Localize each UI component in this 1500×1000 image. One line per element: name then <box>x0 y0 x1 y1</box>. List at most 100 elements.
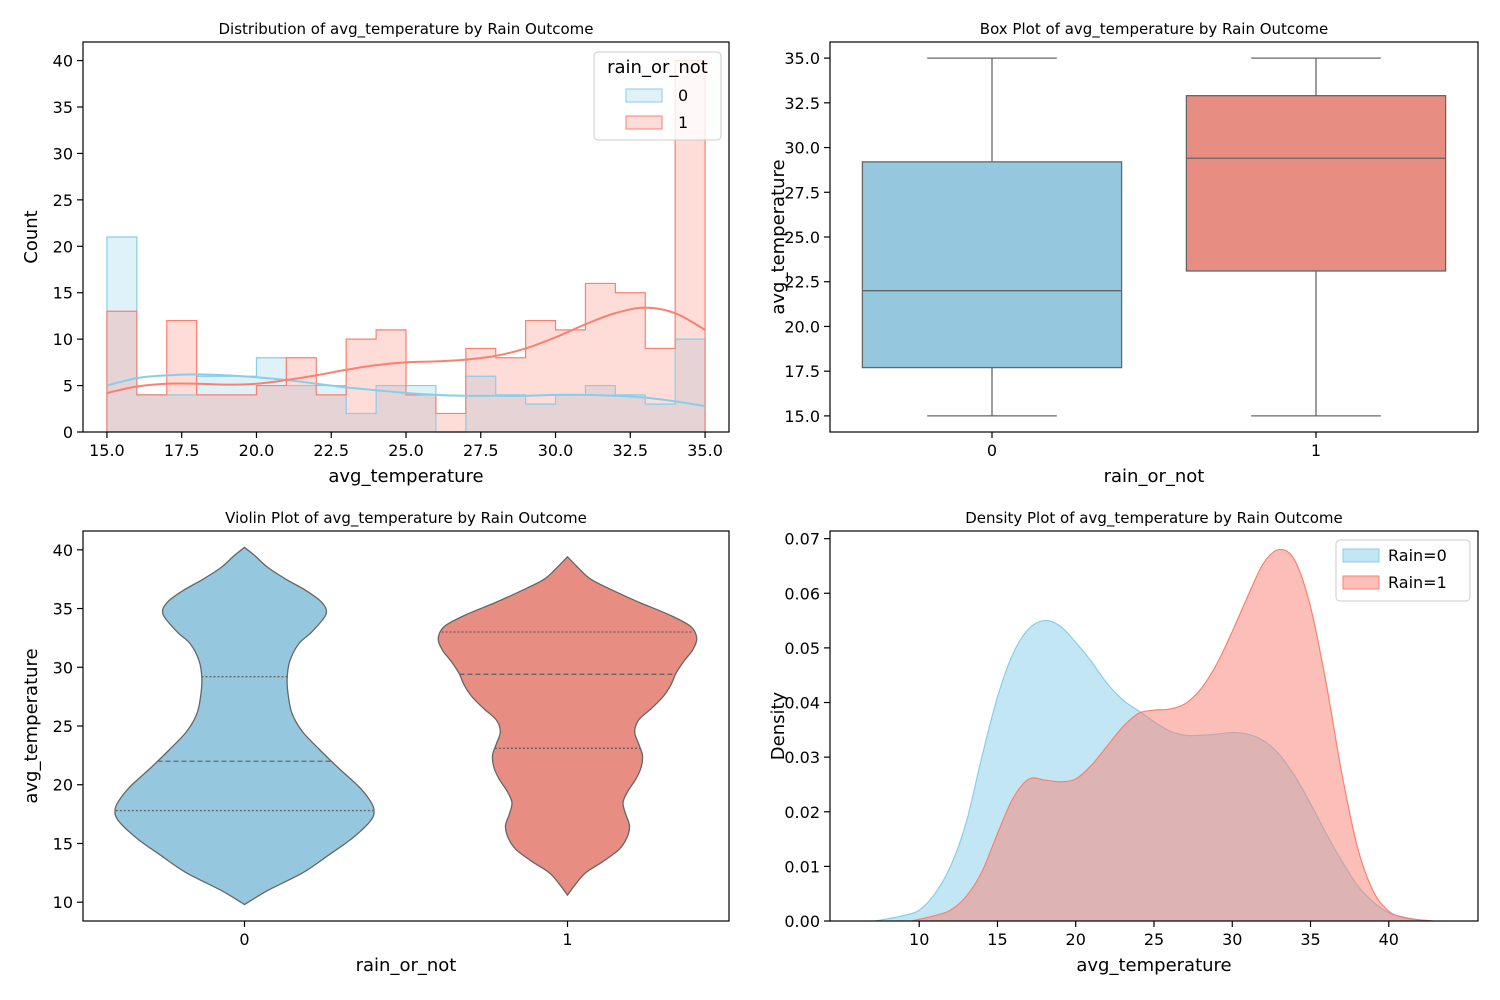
density-xtick-label: 25 <box>1144 930 1164 949</box>
hist-bar-series-1 <box>227 395 257 432</box>
hist-bar-series-1 <box>137 395 167 432</box>
violin-xtick-label: 1 <box>562 930 572 949</box>
density-ytick-label: 0.06 <box>784 584 820 603</box>
hist-xtick-label: 27.5 <box>463 441 499 460</box>
box-ytick-label: 17.5 <box>784 362 820 381</box>
hist-ytick-label: 5 <box>63 377 73 396</box>
hist-kde-line-series-1 <box>106 306 706 394</box>
density-ytick-label: 0.02 <box>784 803 820 822</box>
box-iqr-0 <box>861 161 1123 369</box>
violin-ytick-label: 35 <box>53 600 73 619</box>
density-area-Rain=1 <box>911 549 1433 921</box>
hist-legend-label-series-0: 0 <box>678 86 688 105</box>
hist-legend-swatch-series-0 <box>625 88 663 103</box>
violin-ytick-label: 30 <box>53 658 73 677</box>
box-iqr-1 <box>1185 95 1447 272</box>
box-title: Box Plot of avg_temperature by Rain Outc… <box>980 20 1328 39</box>
hist-ytick-label: 15 <box>53 284 73 303</box>
box-ytick-label: 27.5 <box>784 183 820 202</box>
density-legend-label-Rain=0: Rain=0 <box>1388 546 1447 565</box>
violin-body-0 <box>114 546 375 906</box>
violin-ytick-label: 10 <box>53 893 73 912</box>
hist-bar-series-1 <box>346 339 376 432</box>
hist-xtick-label: 15.0 <box>89 441 125 460</box>
box-xlabel: rain_or_not <box>1104 466 1205 487</box>
box-xtick-label: 0 <box>987 441 997 460</box>
density-legend-swatch-Rain=1 <box>1342 575 1380 590</box>
hist-fill-series-1 <box>106 60 706 432</box>
hist-legend-title: rain_or_not <box>607 57 708 78</box>
hist-bar-series-1 <box>406 395 436 432</box>
density-xtick-label: 10 <box>909 930 929 949</box>
hist-xtick-label: 25.0 <box>388 441 424 460</box>
hist-ytick-label: 20 <box>53 237 73 256</box>
hist-bar-series-1 <box>197 395 227 432</box>
hist-legend-swatch-series-1 <box>625 115 663 130</box>
hist-ylabel: Count <box>21 210 42 263</box>
density-ytick-label: 0.01 <box>784 857 820 876</box>
hist-xtick-label: 30.0 <box>538 441 574 460</box>
density-ylabel: Density <box>768 691 789 760</box>
hist-bar-series-1 <box>526 321 556 432</box>
hist-xtick-label: 22.5 <box>313 441 349 460</box>
violin-ytick-label: 25 <box>53 717 73 736</box>
hist-ytick-label: 10 <box>53 330 73 349</box>
hist-ytick-label: 30 <box>53 144 73 163</box>
density-legend-swatch-Rain=0 <box>1342 548 1380 563</box>
density-ytick-label: 0.05 <box>784 639 820 658</box>
hist-bar-series-1 <box>615 293 645 432</box>
density-ytick-label: 0.03 <box>784 748 820 767</box>
density-ytick-label: 0.04 <box>784 694 820 713</box>
violin-ytick-label: 15 <box>53 834 73 853</box>
violin-title: Violin Plot of avg_temperature by Rain O… <box>225 509 587 528</box>
violin-body-1 <box>437 555 698 897</box>
hist-ytick-label: 0 <box>63 423 73 442</box>
hist-bar-series-1 <box>376 330 406 432</box>
hist-bar-series-1 <box>436 413 466 432</box>
hist-title: Distribution of avg_temperature by Rain … <box>219 20 594 39</box>
density-xlabel: avg_temperature <box>1076 955 1231 976</box>
box-ytick-label: 32.5 <box>784 94 820 113</box>
hist-xlabel: avg_temperature <box>328 466 483 487</box>
density-ytick-label: 0.07 <box>784 530 820 549</box>
density-xtick-label: 30 <box>1222 930 1242 949</box>
density-xtick-label: 40 <box>1379 930 1399 949</box>
box-ytick-label: 20.0 <box>784 317 820 336</box>
hist-bar-series-1 <box>286 358 316 432</box>
density-ytick-label: 0.00 <box>784 912 820 931</box>
hist-bar-series-1 <box>466 348 496 432</box>
hist-bar-series-1 <box>256 386 286 432</box>
hist-step-series-1 <box>106 59 706 432</box>
density-xtick-label: 15 <box>987 930 1007 949</box>
hist-bar-series-1 <box>316 395 346 432</box>
hist-ytick-label: 25 <box>53 191 73 210</box>
hist-bar-series-1 <box>585 283 615 432</box>
violin-ytick-label: 20 <box>53 776 73 795</box>
violin-ylabel: avg_temperature <box>21 648 42 803</box>
box-ytick-label: 35.0 <box>784 49 820 68</box>
box-ytick-label: 25.0 <box>784 228 820 247</box>
density-legend-label-Rain=1: Rain=1 <box>1388 573 1447 592</box>
hist-bar-series-1 <box>556 330 586 432</box>
hist-xtick-label: 32.5 <box>612 441 648 460</box>
hist-legend-label-series-1: 1 <box>678 113 688 132</box>
hist-xtick-label: 20.0 <box>239 441 275 460</box>
density-xtick-label: 20 <box>1066 930 1086 949</box>
hist-bar-series-1 <box>645 348 675 432</box>
hist-kde-line-series-0 <box>106 373 706 407</box>
box-xtick-label: 1 <box>1311 441 1321 460</box>
density-xtick-label: 35 <box>1300 930 1320 949</box>
box-ytick-label: 30.0 <box>784 139 820 158</box>
violin-ytick-label: 40 <box>53 541 73 560</box>
hist-bar-series-1 <box>167 321 197 432</box>
box-ylabel: avg_temperature <box>768 159 789 314</box>
box-ytick-label: 15.0 <box>784 407 820 426</box>
hist-ytick-label: 35 <box>53 98 73 117</box>
box-ytick-label: 22.5 <box>784 273 820 292</box>
density-line-Rain=1 <box>911 548 1433 922</box>
density-title: Density Plot of avg_temperature by Rain … <box>965 509 1343 528</box>
hist-bar-series-1 <box>107 311 137 432</box>
hist-xtick-label: 17.5 <box>164 441 200 460</box>
violin-xlabel: rain_or_not <box>356 955 457 976</box>
